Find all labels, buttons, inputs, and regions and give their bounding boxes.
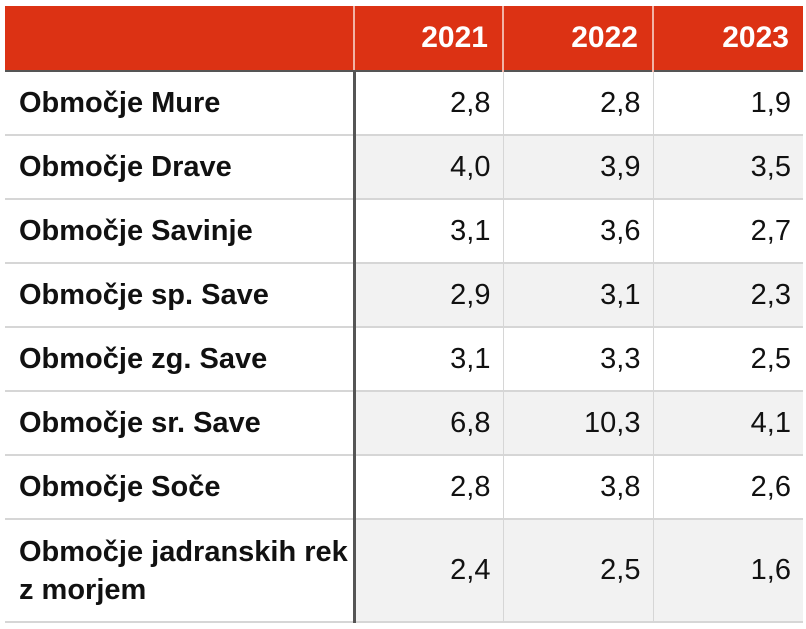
cell-value: 2,8 (354, 70, 504, 136)
header-cell-2022: 2022 (503, 6, 654, 71)
cell-value: 2,9 (354, 263, 504, 328)
table-row: Območje Savinje 3,1 3,6 2,7 (5, 199, 803, 264)
table-row: Območje sr. Save 6,8 10,3 4,1 (5, 391, 803, 456)
row-label: Območje sp. Save (5, 263, 356, 328)
table-row: Območje sp. Save 2,9 3,1 2,3 (5, 263, 803, 328)
cell-value: 1,6 (653, 519, 803, 623)
row-label: Območje jadranskih rek z morjem (5, 519, 356, 623)
cell-value: 3,8 (503, 455, 654, 520)
header-cell-2021: 2021 (354, 6, 504, 71)
table-header: 2021 2022 2023 (5, 6, 803, 71)
cell-value: 2,6 (653, 455, 803, 520)
data-table: 2021 2022 2023 Območje Mure 2,8 2,8 1,9 … (5, 6, 803, 623)
table-row: Območje Mure 2,8 2,8 1,9 (5, 70, 803, 136)
cell-value: 3,1 (354, 199, 504, 264)
cell-value: 4,1 (653, 391, 803, 456)
row-label: Območje Soče (5, 455, 356, 520)
row-label: Območje Mure (5, 70, 356, 136)
cell-value: 2,7 (653, 199, 803, 264)
cell-value: 4,0 (354, 135, 504, 200)
cell-value: 2,4 (354, 519, 504, 623)
cell-value: 1,9 (653, 70, 803, 136)
row-label: Območje Savinje (5, 199, 356, 264)
header-cell-2023: 2023 (653, 6, 803, 71)
cell-value: 10,3 (503, 391, 654, 456)
cell-value: 2,5 (653, 327, 803, 392)
data-table-container: 2021 2022 2023 Območje Mure 2,8 2,8 1,9 … (5, 6, 803, 623)
cell-value: 3,5 (653, 135, 803, 200)
row-label: Območje zg. Save (5, 327, 356, 392)
cell-value: 2,8 (503, 70, 654, 136)
table-row: Območje Drave 4,0 3,9 3,5 (5, 135, 803, 200)
table-row: Območje zg. Save 3,1 3,3 2,5 (5, 327, 803, 392)
cell-value: 3,6 (503, 199, 654, 264)
table-row: Območje Soče 2,8 3,8 2,6 (5, 455, 803, 520)
header-row: 2021 2022 2023 (5, 6, 803, 71)
cell-value: 3,1 (354, 327, 504, 392)
cell-value: 2,8 (354, 455, 504, 520)
table-row: Območje jadranskih rek z morjem 2,4 2,5 … (5, 519, 803, 623)
header-cell-corner (5, 6, 355, 71)
row-label: Območje sr. Save (5, 391, 356, 456)
row-label: Območje Drave (5, 135, 356, 200)
cell-value: 3,1 (503, 263, 654, 328)
cell-value: 2,3 (653, 263, 803, 328)
cell-value: 6,8 (354, 391, 504, 456)
cell-value: 3,3 (503, 327, 654, 392)
table-body: Območje Mure 2,8 2,8 1,9 Območje Drave 4… (5, 70, 803, 623)
cell-value: 3,9 (503, 135, 654, 200)
cell-value: 2,5 (503, 519, 654, 623)
